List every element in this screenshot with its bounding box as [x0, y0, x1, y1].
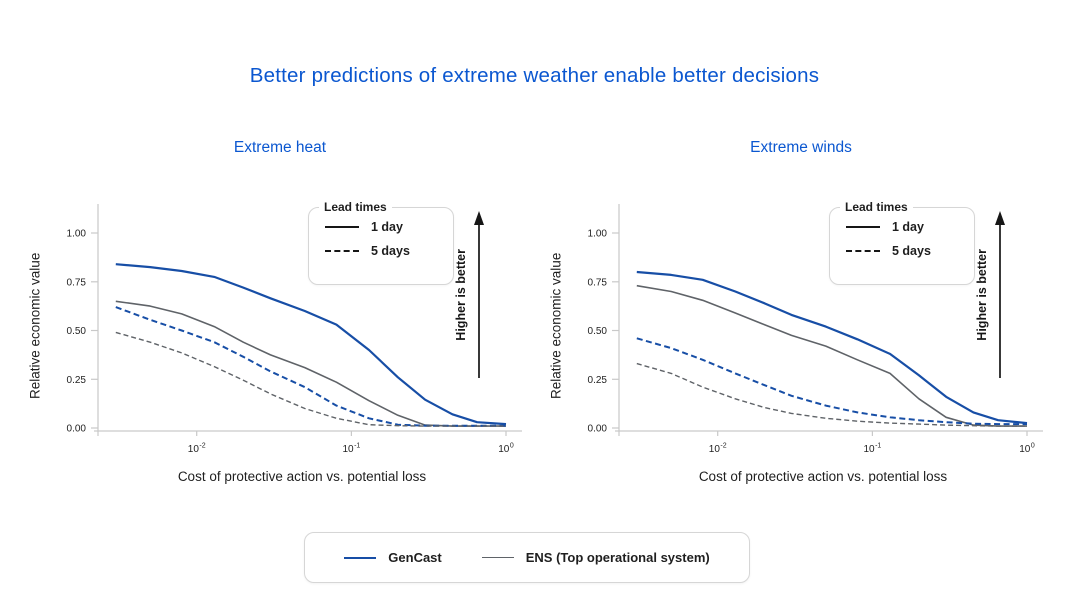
y-tick-label: 0.50 — [67, 326, 87, 337]
lead-times-legend: Lead times 1 day 5 days — [308, 200, 454, 285]
x-tick-label: 10-1 — [863, 443, 881, 456]
legend-item-ens: ENS (Top operational system) — [481, 550, 710, 565]
chart-subtitle-extreme-winds: Extreme winds — [750, 139, 852, 156]
higher-is-better-annotation: Higher is better — [975, 210, 1008, 380]
series-ens-1-day — [636, 284, 1027, 427]
dashed-line-sample — [325, 250, 359, 252]
y-tick-label: 0.00 — [588, 424, 608, 435]
legend-item-gencast: GenCast — [344, 550, 442, 565]
up-arrow-icon — [474, 211, 484, 378]
series-ens-5-days — [636, 362, 1027, 427]
y-tick-label: 0.50 — [588, 326, 608, 337]
series-gencast-1-day — [115, 263, 507, 426]
legend-item-label: ENS (Top operational system) — [525, 550, 710, 565]
x-tick-label: 10-2 — [188, 443, 206, 456]
x-tick-label: 10-1 — [342, 443, 360, 456]
dashed-line-sample — [846, 250, 880, 252]
higher-is-better-label: Higher is better — [975, 249, 989, 341]
series-ens-5-days — [115, 331, 506, 427]
chart-subtitle-extreme-heat: Extreme heat — [233, 139, 327, 156]
y-tick-label: 1.00 — [588, 229, 608, 240]
solid-line-sample — [325, 226, 359, 228]
legend-item-label: 1 day — [371, 220, 403, 234]
x-axis-label: Cost of protective action vs. potential … — [177, 469, 427, 484]
higher-is-better-label: Higher is better — [454, 249, 468, 341]
gencast-line-sample — [344, 556, 377, 559]
legend-item-label: 5 days — [371, 244, 410, 258]
legend-item-5-days: 5 days — [325, 244, 453, 258]
legend-item-1-day: 1 day — [846, 220, 974, 234]
x-tick-label: 100 — [498, 443, 514, 456]
series-gencast-1-day — [636, 270, 1028, 425]
legend-item-1-day: 1 day — [325, 220, 453, 234]
y-tick-label: 0.00 — [67, 424, 87, 435]
legend-item-label: 1 day — [892, 220, 924, 234]
chart-extreme-winds: Extreme winds Relative economic value 10… — [541, 133, 1069, 505]
higher-is-better-annotation: Higher is better — [454, 210, 487, 380]
chart-extreme-heat: Extreme heat Relative economic value 10-… — [20, 133, 548, 505]
lead-times-legend-title: Lead times — [319, 200, 392, 214]
legend-item-label: 5 days — [892, 244, 931, 258]
legend-item-5-days: 5 days — [846, 244, 974, 258]
y-tick-label: 0.75 — [588, 277, 608, 288]
y-tick-label: 0.25 — [588, 375, 608, 386]
lead-times-legend-title: Lead times — [840, 200, 913, 214]
x-axis-label: Cost of protective action vs. potential … — [698, 469, 948, 484]
x-tick-label: 100 — [1019, 443, 1035, 456]
lead-times-legend: Lead times 1 day 5 days — [829, 200, 975, 285]
y-tick-label: 0.75 — [67, 277, 87, 288]
up-arrow-icon — [995, 211, 1005, 378]
series-ens-1-day — [115, 300, 506, 427]
plot-extreme-winds: 10-2 10-1 100 0.00 0.25 0.50 0.75 1.00 — [588, 204, 1043, 456]
series-gencast-5-days — [636, 337, 1027, 426]
y-tick-label: 0.25 — [67, 375, 87, 386]
x-tick-label: 10-2 — [709, 443, 727, 456]
page-title: Better predictions of extreme weather en… — [249, 64, 820, 87]
series-legend: GenCast ENS (Top operational system) — [304, 532, 750, 583]
ens-line-sample — [481, 557, 514, 558]
solid-line-sample — [846, 226, 880, 228]
series-gencast-5-days — [115, 306, 506, 427]
y-tick-label: 1.00 — [67, 229, 87, 240]
plot-extreme-heat: 10-2 10-1 100 0.00 0.25 0.50 0.75 1.00 — [67, 204, 522, 456]
legend-item-label: GenCast — [388, 550, 442, 565]
